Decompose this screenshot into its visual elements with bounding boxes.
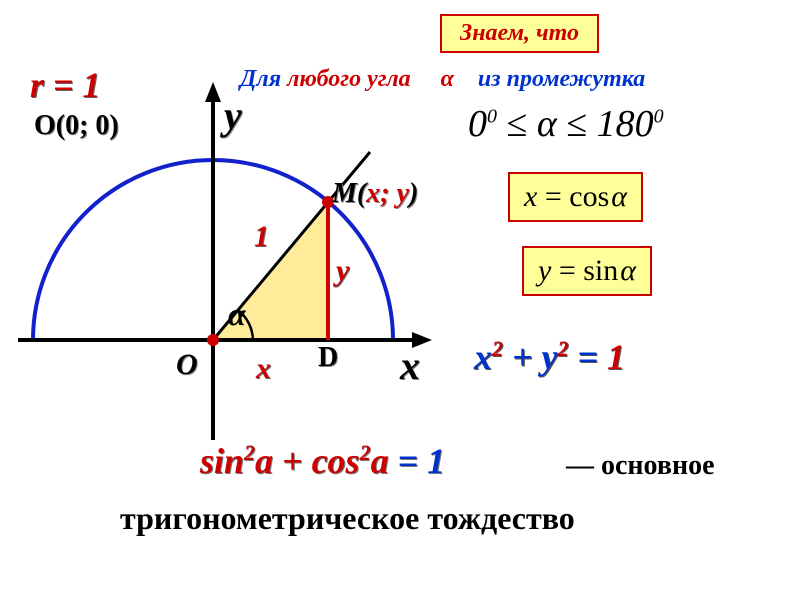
- axis-x-label: x: [400, 342, 420, 389]
- y-arrow-icon: [205, 82, 221, 102]
- m-label: M(x; y): [332, 178, 418, 210]
- x-small-label: x: [256, 352, 271, 386]
- m-sep: ;: [380, 178, 396, 209]
- d-label: D: [318, 342, 338, 374]
- m-close: ): [409, 178, 418, 209]
- one-small-label: 1: [254, 220, 269, 254]
- m-open: M(: [332, 178, 366, 209]
- o-label: O: [176, 348, 198, 382]
- diagram-svg: [0, 0, 800, 600]
- m-x: x: [366, 178, 380, 209]
- origin-dot: [207, 334, 219, 346]
- y-small-label: y: [336, 254, 349, 288]
- m-y: y: [397, 178, 409, 209]
- axis-y-label: y: [224, 92, 242, 139]
- alpha-diag-label: α: [228, 296, 246, 333]
